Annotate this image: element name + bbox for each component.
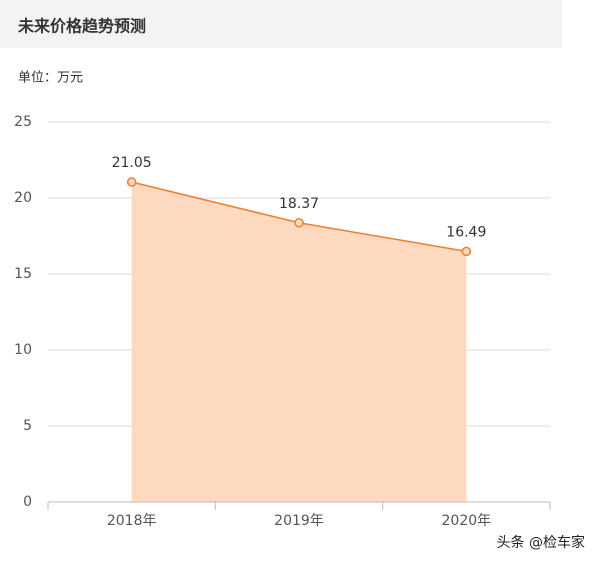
header-bar — [0, 0, 562, 48]
value-label: 21.05 — [112, 155, 152, 171]
y-tick-label: 10 — [14, 342, 32, 358]
point — [461, 246, 472, 257]
x-tick-label: 2020年 — [442, 513, 492, 529]
y-tick-label: 0 — [23, 494, 32, 510]
value-label: 16.49 — [446, 224, 486, 240]
y-tick-label: 25 — [14, 114, 32, 130]
y-tick-label: 20 — [14, 190, 32, 206]
value-label: 18.37 — [279, 196, 319, 212]
x-tick-label: 2019年 — [274, 513, 324, 529]
point — [294, 218, 304, 228]
y-tick-label: 5 — [23, 418, 32, 434]
chart-title: 未来价格趋势预测 — [17, 17, 146, 36]
watermark: 头条 @检车家 — [497, 534, 585, 551]
point — [126, 177, 137, 187]
x-tick-label: 2018年 — [107, 513, 157, 529]
unit-label: 单位：万元 — [18, 71, 83, 86]
y-tick-label: 15 — [14, 266, 32, 282]
area — [131, 182, 467, 503]
